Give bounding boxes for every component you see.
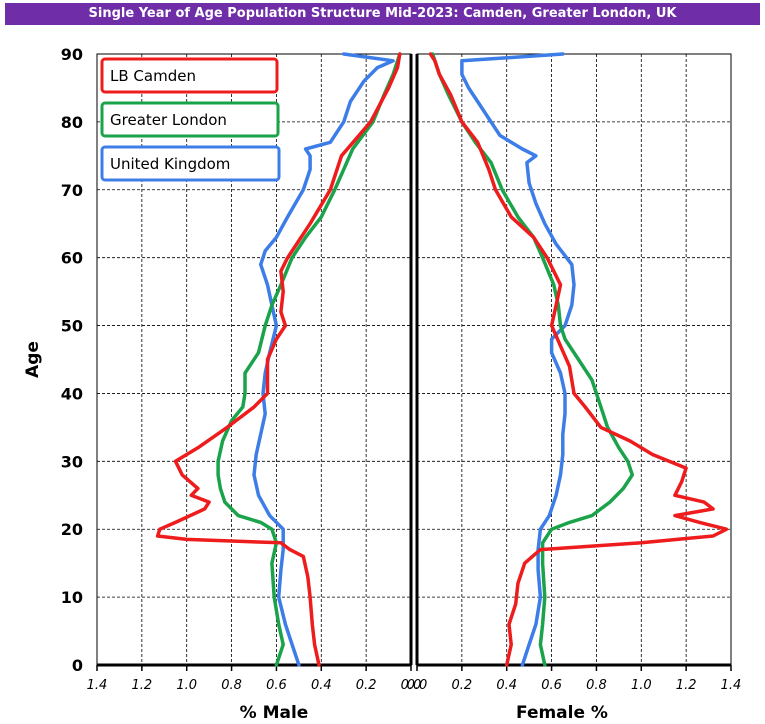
y-tick-label: 90 [61,45,83,64]
x-tick-label-male: 1.0 [176,678,197,693]
x-tick-label-male: 0.0 [401,678,422,693]
chart-title: Single Year of Age Population Structure … [5,3,760,25]
x-tick-label-male: 0.8 [221,678,242,693]
axes-layer [96,54,732,671]
x-tick-label-male: 0.4 [311,678,332,693]
x-tick-label-female: 0.8 [586,678,607,693]
series-line-male-lb-camden [155,52,402,667]
x-tick-label-male: 0.6 [266,678,287,693]
legend-box-lb-camden [100,57,279,94]
y-tick-label: 50 [61,317,83,336]
legend-label-united-kingdom: United Kingdom [110,155,230,173]
legend-label-lb-camden: LB Camden [110,67,196,85]
legend-box-united-kingdom [100,145,281,182]
y-tick-label: 10 [61,588,83,607]
x-tick-label-male: 0.2 [356,678,377,693]
x-axis-title-female: Female % [516,703,608,723]
y-axis-title: Age [23,341,43,378]
x-tick-label-female: 0.4 [496,678,517,693]
female-panel-border [416,53,732,666]
legend-box-greater-london [100,101,280,138]
x-tick-label-female: 1.0 [631,678,652,693]
x-tick-label-female: 1.4 [721,678,742,693]
y-tick-label: 20 [61,520,83,539]
legend: LB Camden Greater London United Kingdom [100,57,281,182]
series-line-female-united-kingdom [460,52,576,667]
legend-label-greater-london: Greater London [110,111,227,129]
y-tick-label: 70 [61,181,83,200]
x-tick-label-female: 0.0 [407,678,428,693]
axis-labels: 1.4 1.2 1.0 0.8 0.6 0.4 0.2 0.00.0 0.2 0.4 0.6 0.8 1… [23,45,741,723]
series-line-female-lb-camden [428,52,729,667]
y-tick-label: 0 [72,656,83,675]
x-tick-label-female: 0.2 [452,678,473,693]
x-tick-label-male: 1.2 [132,678,153,693]
x-tick-label-male: 1.4 [87,678,108,693]
y-tick-label: 80 [61,113,83,132]
x-tick-label-female: 1.2 [676,678,697,693]
x-axis-title-male: % Male [240,703,309,723]
series-line-female-greater-london [430,52,635,667]
series-line-male-greater-london [216,52,402,667]
series-layer [155,52,729,667]
x-tick-label-female: 0.6 [541,678,562,693]
y-tick-label: 60 [61,249,83,268]
y-tick-label: 40 [61,384,83,403]
series-line-male-united-kingdom [252,52,395,667]
y-tick-label: 30 [61,452,83,471]
